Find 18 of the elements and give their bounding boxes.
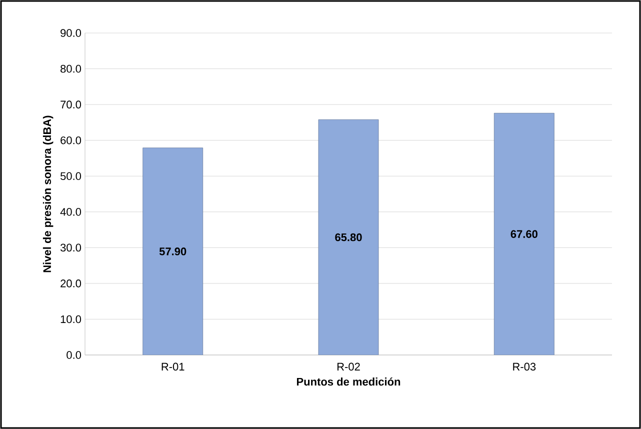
x-tick-label: R-02 xyxy=(337,362,360,371)
y-tick-label: 40.0 xyxy=(60,208,82,216)
y-tick-label: 10.0 xyxy=(60,315,82,324)
y-tick-label: 0.0 xyxy=(66,351,82,359)
y-tick-label: 30.0 xyxy=(60,244,82,252)
data-label: 57.90 xyxy=(159,248,186,256)
y-tick-label: 70.0 xyxy=(60,100,82,108)
data-label: 65.80 xyxy=(335,233,362,242)
x-axis-title: Puntos de medición xyxy=(296,377,400,386)
x-tick-label: R-03 xyxy=(513,362,536,371)
y-axis-title: Nivel de presión sonora (dBA) xyxy=(42,116,54,272)
y-tick-label: 20.0 xyxy=(60,280,82,288)
y-tick-label: 90.0 xyxy=(60,29,82,37)
x-tick-label: R-01 xyxy=(162,362,184,371)
y-tick-label: 80.0 xyxy=(60,64,82,73)
y-tick-label: 60.0 xyxy=(60,136,82,144)
y-tick-label: 50.0 xyxy=(60,172,82,180)
data-label: 67.60 xyxy=(510,230,538,238)
